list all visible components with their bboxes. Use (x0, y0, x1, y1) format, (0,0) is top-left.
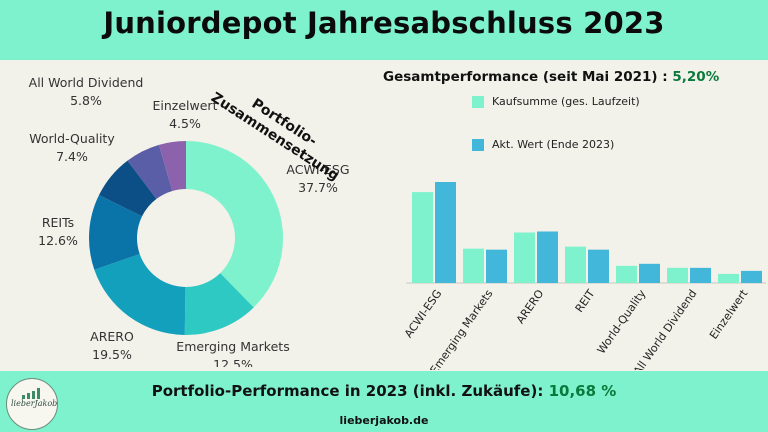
portfolio-performance-value: 10,68 % (548, 382, 617, 400)
gesamtperformance-label: Gesamtperformance (seit Mai 2021) : (383, 69, 668, 85)
legend-swatch-kaufsumme (472, 96, 484, 108)
bar-akt-wert-emerging-markets (486, 249, 507, 283)
bar-akt-wert-all-world-dividend (690, 267, 711, 283)
bar-akt-wert-world-quality (639, 263, 660, 283)
bar-akt-wert-reit (588, 249, 609, 283)
pie-slice-emerging-markets (184, 273, 254, 335)
pie-label-world-quality: World-Quality (29, 131, 115, 146)
bar-kaufsumme-reit (565, 246, 586, 283)
lieberjakob-logo: lieberJakob (6, 378, 58, 430)
legend-swatch-akt-wert (472, 139, 484, 151)
pie-slice-arero (94, 254, 186, 335)
pie-value-arero: 19.5% (92, 347, 132, 362)
gesamtperformance: Gesamtperformance (seit Mai 2021) : 5,20… (383, 69, 719, 85)
logo-bars-icon (22, 388, 40, 399)
pie-slice-world-quality (99, 160, 157, 217)
pie-label-all-world-dividend: All World Dividend (29, 75, 144, 90)
footer-url: lieberjakob.de (339, 414, 429, 427)
tick-label-einzelwert: Einzelwert (707, 287, 751, 342)
legend-akt-wert: Akt. Wert (Ende 2023) (472, 138, 615, 151)
gesamtperformance-value: 5,20% (672, 69, 720, 85)
pie-value-reits: 12.6% (38, 233, 78, 248)
page-title: Juniordepot Jahresabschluss 2023 (103, 6, 665, 40)
pie-slice-all-world-dividend (127, 144, 173, 199)
portfolio-performance-label: Portfolio-Performance in 2023 (inkl. Zuk… (151, 382, 544, 400)
legend-label-akt-wert: Akt. Wert (Ende 2023) (492, 138, 615, 151)
footer-band (0, 371, 768, 432)
pie-label-acwi-esg: ACWI-ESG (286, 162, 349, 177)
pie-value-all-world-dividend: 5.8% (70, 93, 102, 108)
pie-label-reits: REITs (42, 215, 74, 230)
tick-label-reit: REIT (573, 287, 598, 315)
pie-value-world-quality: 7.4% (56, 149, 88, 164)
bar-kaufsumme-einzelwert (718, 273, 739, 283)
legend-kaufsumme: Kaufsumme (ges. Laufzeit) (472, 95, 640, 108)
bar-kaufsumme-acwi-esg (412, 192, 433, 283)
header-band (0, 0, 768, 60)
pie-value-einzelwert: 4.5% (169, 116, 201, 131)
pie-label-einzelwert: Einzelwert (153, 98, 218, 113)
tick-label-acwi-esg: ACWI-ESG (402, 287, 445, 340)
tick-label-arero: ARERO (514, 287, 547, 326)
pie-value-acwi-esg: 37.7% (298, 180, 338, 195)
tick-label-world-quality: World-Quality (595, 287, 649, 356)
portfolio-performance-2023: Portfolio-Performance in 2023 (inkl. Zuk… (0, 382, 768, 400)
bar-kaufsumme-all-world-dividend (667, 267, 688, 283)
portfolio-donut-chart: ACWI-ESG 37.7% Emerging Markets 12.5% ARERO 1… (29, 75, 350, 367)
logo-text: lieberJakob (11, 399, 58, 408)
bar-akt-wert-einzelwert (741, 270, 762, 283)
pie-slice-acwi-esg (186, 141, 283, 308)
pie-slice-reits (88, 195, 143, 270)
bar-kaufsumme-arero (514, 232, 535, 283)
pie-label-arero: ARERO (90, 329, 134, 344)
bar-akt-wert-acwi-esg (435, 182, 456, 283)
pie-slice-einzelwert (158, 141, 186, 191)
bar-kaufsumme-world-quality (616, 265, 637, 283)
bar-kaufsumme-emerging-markets (463, 248, 484, 283)
pie-value-emerging-markets: 12.5% (213, 357, 253, 367)
bar-akt-wert-arero (537, 231, 558, 283)
pie-label-emerging-markets: Emerging Markets (176, 339, 289, 354)
legend-label-kaufsumme: Kaufsumme (ges. Laufzeit) (492, 95, 640, 108)
